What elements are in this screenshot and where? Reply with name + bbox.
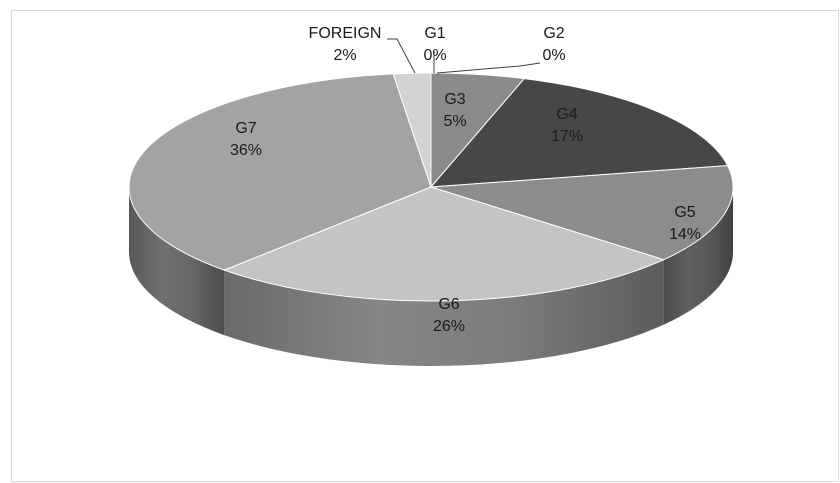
pie-tops <box>128 72 734 302</box>
pie-slice-g5[interactable] <box>430 165 734 261</box>
data-label-g1: G1 0% <box>423 25 446 64</box>
pie-side-shading-g6 <box>224 259 664 366</box>
data-label-g6: G6 26% <box>433 296 465 335</box>
pie-side-shading-g5 <box>663 187 733 325</box>
leader-line-foreign <box>387 38 416 74</box>
data-label-g2: G2 0% <box>542 25 565 64</box>
data-label-g5: G5 14% <box>669 204 701 243</box>
data-label-g7: G7 36% <box>230 120 262 159</box>
pie-sides <box>129 187 733 366</box>
leader-line-g2 <box>436 62 541 74</box>
data-label-g4: G4 17% <box>551 106 583 145</box>
pie-labels: G1 0% G2 0% G3 5% G4 17% G5 14% G6 26% G7 36% FOREIGN 2… <box>230 25 701 335</box>
pie-chart: G1 0% G2 0% G3 5% G4 17% G5 14% G6 26% G7 36% FOREIGN 2… <box>128 25 734 366</box>
pie-slice-g6[interactable] <box>222 186 666 302</box>
pie-slice-foreign[interactable] <box>392 72 432 188</box>
pie-side-shading-g7 <box>129 187 225 336</box>
pie-slice-g7[interactable] <box>128 73 432 271</box>
pie-leader-lines <box>387 38 541 74</box>
data-label-g3: G3 5% <box>443 91 466 130</box>
chart-frame: G1 0% G2 0% G3 5% G4 17% G5 14% G6 26% G7 36% FOREIGN 2… <box>11 10 839 482</box>
data-label-foreign: FOREIGN 2% <box>309 25 382 64</box>
pie-slice-g4[interactable] <box>429 78 729 188</box>
